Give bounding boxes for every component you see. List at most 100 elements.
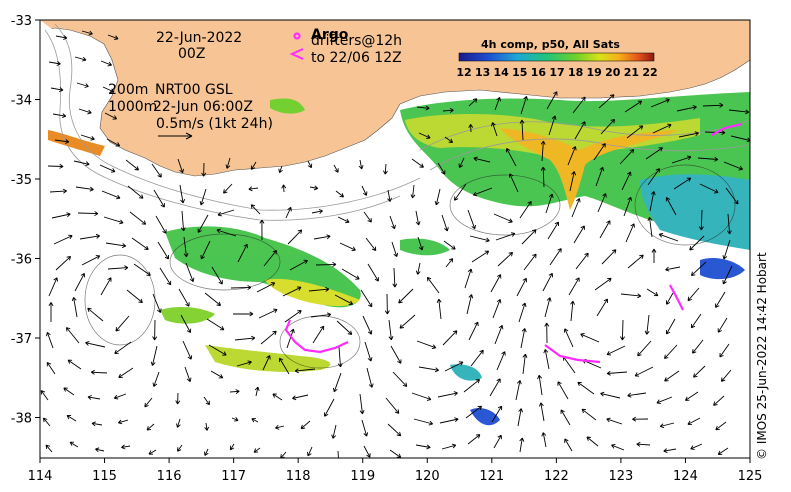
current-arrow — [313, 234, 331, 240]
current-arrow — [333, 164, 339, 173]
current-arrow — [99, 164, 116, 173]
current-arrow — [199, 188, 207, 206]
current-arrow — [129, 211, 147, 225]
current-arrow — [519, 119, 525, 141]
current-arrow — [625, 223, 635, 243]
current-arrow — [115, 315, 130, 332]
current-arrow — [442, 330, 458, 346]
current-arrow — [650, 98, 670, 108]
current-arrow — [382, 163, 388, 175]
current-arrow — [606, 417, 623, 425]
current-arrow — [444, 361, 464, 372]
current-arrow — [472, 187, 493, 197]
y-axis: -33 -34 -35 -36 -37 -38 — [11, 14, 40, 427]
current-arrow — [637, 340, 652, 357]
current-arrow — [593, 143, 606, 161]
current-arrow — [284, 310, 302, 323]
current-arrow — [307, 446, 313, 457]
current-arrow — [279, 357, 290, 375]
date-line1: 22-Jun-2022 — [156, 30, 242, 46]
current-arrow — [126, 289, 143, 304]
current-arrow — [55, 255, 72, 271]
drifters-label: drifters@12h — [311, 33, 402, 49]
current-arrow — [573, 225, 585, 244]
x-tick-label: 125 — [738, 469, 763, 484]
current-arrow — [678, 131, 699, 138]
current-arrow — [600, 391, 621, 399]
y-tick-label: -35 — [11, 173, 32, 188]
current-arrow — [107, 265, 129, 271]
current-arrow — [572, 96, 586, 114]
current-arrow — [258, 308, 278, 319]
current-arrow — [254, 386, 260, 397]
current-arrow — [367, 263, 379, 282]
current-arrow — [497, 251, 514, 267]
current-arrow — [148, 449, 157, 455]
current-arrow — [725, 187, 739, 205]
current-arrow — [469, 235, 490, 243]
current-arrow — [619, 148, 635, 165]
current-arrow — [337, 450, 339, 458]
date-line2: 00Z — [178, 46, 205, 62]
current-arrow — [309, 185, 319, 191]
current-arrow — [634, 366, 654, 377]
current-arrow — [332, 372, 342, 393]
current-arrow — [676, 105, 697, 112]
current-arrow — [717, 317, 728, 333]
current-arrow — [179, 184, 186, 204]
current-arrow — [204, 448, 209, 456]
current-arrow — [687, 417, 701, 426]
current-arrow — [389, 449, 402, 458]
current-arrow — [411, 158, 424, 168]
current-arrow — [46, 331, 54, 349]
current-arrow — [659, 422, 675, 429]
current-arrow — [251, 418, 259, 423]
current-arrow — [489, 378, 501, 397]
current-arrow — [52, 113, 67, 119]
current-arrow — [540, 166, 546, 188]
current-arrow — [606, 370, 628, 376]
current-arrow — [538, 402, 545, 422]
current-arrow — [237, 243, 248, 263]
current-arrow — [547, 221, 559, 240]
current-arrow — [665, 266, 681, 272]
current-arrow — [671, 155, 692, 164]
current-arrow — [426, 276, 440, 294]
current-arrow — [570, 300, 576, 322]
x-tick-label: 115 — [92, 469, 117, 484]
current-arrow — [42, 417, 51, 427]
current-arrow — [568, 277, 580, 296]
current-arrow — [65, 327, 80, 344]
current-arrow — [387, 189, 392, 202]
current-arrow — [726, 213, 732, 235]
current-arrow — [557, 381, 569, 400]
current-arrow — [698, 209, 704, 231]
current-arrow — [595, 166, 605, 187]
current-arrow — [387, 423, 402, 437]
y-tick-label: -33 — [11, 14, 32, 29]
current-arrow — [263, 249, 277, 267]
current-arrow — [185, 262, 195, 283]
x-tick-label: 124 — [673, 469, 698, 484]
current-arrow — [341, 268, 360, 280]
current-arrow — [331, 424, 337, 439]
current-arrow — [104, 112, 117, 120]
current-arrow — [54, 139, 70, 144]
current-arrow — [537, 374, 543, 396]
current-arrow — [606, 345, 626, 356]
current-arrow — [127, 185, 144, 199]
current-arrow — [392, 267, 398, 288]
current-arrow — [80, 134, 95, 141]
current-arrow — [175, 392, 181, 405]
current-arrow — [647, 216, 653, 238]
current-arrow — [508, 173, 519, 193]
current-arrow — [621, 171, 632, 191]
current-arrow — [490, 274, 502, 293]
current-arrow — [646, 288, 659, 297]
current-arrow — [216, 228, 237, 237]
current-arrow — [197, 214, 209, 233]
current-arrow — [410, 184, 416, 199]
current-arrow — [53, 234, 73, 245]
current-arrow — [626, 125, 644, 139]
